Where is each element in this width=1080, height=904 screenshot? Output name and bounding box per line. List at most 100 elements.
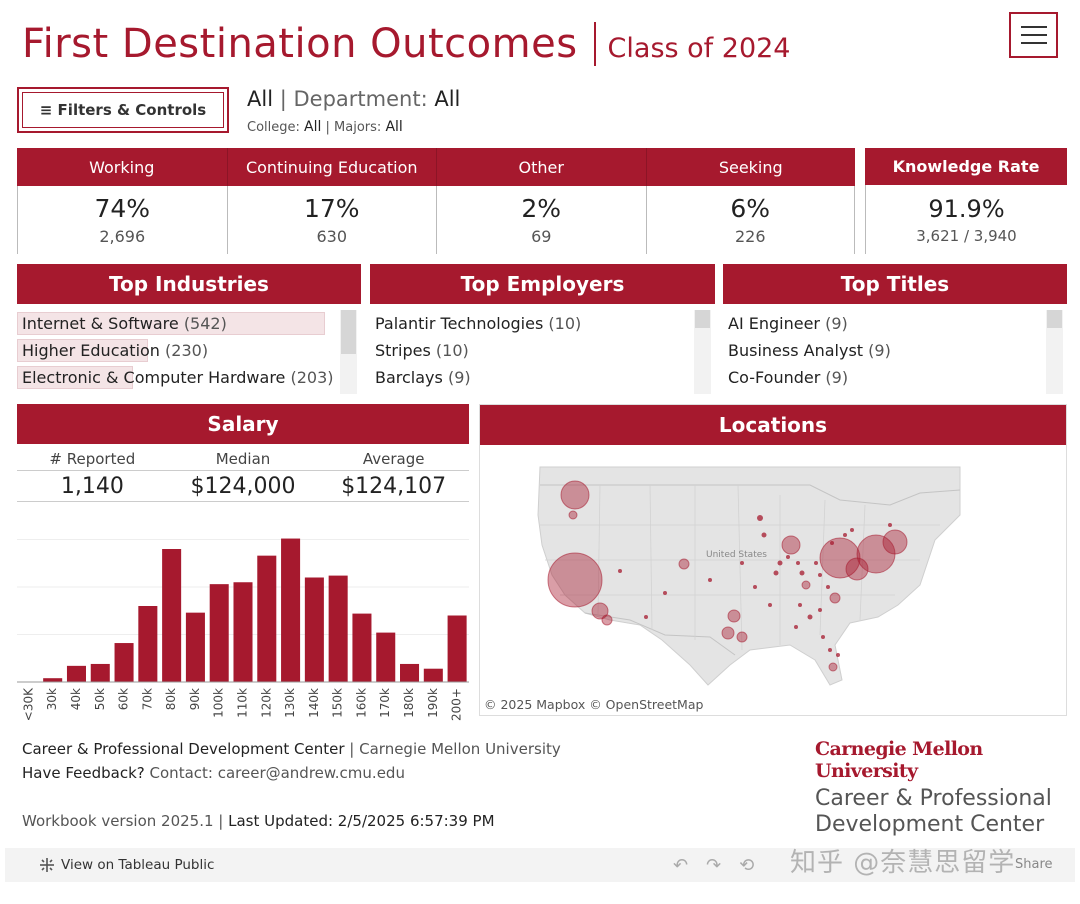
location-bubble <box>678 558 690 570</box>
salary-tick-label: 110k <box>236 688 250 718</box>
kpi-seeking[interactable]: Seeking 6% 226 <box>645 148 855 254</box>
university-name: Carnegie Mellon University <box>359 740 561 758</box>
kpi-percent: 2% <box>521 194 562 223</box>
last-updated: Last Updated: 2/5/2025 6:57:39 PM <box>228 812 495 830</box>
salary-bar-100k[interactable] <box>209 584 229 682</box>
tableau-icon <box>40 858 54 872</box>
item-count: (9) <box>825 368 849 387</box>
kpi-knowledge-rate: Knowledge Rate 91.9% 3,621 / 3,940 <box>865 148 1067 254</box>
watermark: 知乎 @奈慧思留学 <box>790 848 1016 878</box>
salary-bar-70k[interactable] <box>138 606 158 682</box>
undo-icon[interactable]: ↶ <box>673 854 689 876</box>
salary-bar-150k[interactable] <box>328 575 348 682</box>
industry-bar <box>17 339 148 362</box>
location-bubble <box>721 626 735 640</box>
salary-tick-label: 190k <box>426 688 440 718</box>
average-label: Average <box>318 450 470 471</box>
hamburger-menu-icon[interactable] <box>1009 12 1058 58</box>
list-item[interactable]: Stripes (10) <box>370 337 715 364</box>
salary-bar-190k[interactable] <box>423 668 443 682</box>
salary-bar-80k[interactable] <box>162 549 182 682</box>
footer-info: Career & Professional Development Center… <box>22 740 561 782</box>
top-titles-panel: Top Titles AI Engineer (9) Business Anal… <box>723 264 1067 394</box>
kpi-working[interactable]: Working 74% 2,696 <box>17 148 227 254</box>
reported-label: # Reported <box>17 450 168 471</box>
majors-value: All <box>385 119 403 135</box>
filter-all-value: All <box>247 87 274 111</box>
location-dot <box>768 603 772 607</box>
salary-tick-label: 120k <box>259 688 273 718</box>
locations-map[interactable]: United States <box>480 445 1066 715</box>
top-industries-panel: Top Industries Internet & Software (542)… <box>17 264 361 394</box>
salary-bar-180k[interactable] <box>400 663 420 682</box>
location-bubble <box>591 602 609 620</box>
location-dot <box>773 570 779 576</box>
item-count: (203) <box>290 368 334 387</box>
list-item[interactable]: Palantir Technologies (10) <box>370 310 715 337</box>
department-value: All <box>434 87 461 111</box>
location-dot <box>798 603 802 607</box>
list-item[interactable]: Co-Founder (9) <box>723 364 1067 391</box>
list-item[interactable]: Internet & Software (542) <box>17 310 361 337</box>
filters-controls-button[interactable]: ≡ Filters & Controls <box>17 87 229 133</box>
location-dot <box>821 635 825 639</box>
kpi-continuing-education[interactable]: Continuing Education 17% 630 <box>226 148 436 254</box>
knowledge-rate-label: Knowledge Rate <box>865 148 1067 185</box>
location-dot <box>807 614 813 620</box>
redo-icon[interactable]: ↷ <box>706 854 722 876</box>
scrollbar[interactable] <box>694 310 711 394</box>
filter-sub-summary: College: All | Majors: All <box>247 119 403 135</box>
list-item[interactable]: AI Engineer (9) <box>723 310 1067 337</box>
list-item[interactable]: Electronic & Computer Hardware (203) <box>17 364 361 391</box>
salary-bar-200+[interactable] <box>447 615 467 683</box>
view-on-tableau-link[interactable]: View on Tableau Public <box>39 857 214 873</box>
item-count: (10) <box>548 314 582 333</box>
workbook-version: Workbook version 2025.1 <box>22 812 214 830</box>
map-land <box>537 466 961 686</box>
salary-bar-50k[interactable] <box>90 663 110 682</box>
map-credit: © 2025 Mapbox © OpenStreetMap <box>484 697 704 712</box>
item-count: (9) <box>868 341 891 360</box>
filters-button-label: ≡ Filters & Controls <box>22 92 224 128</box>
list-item[interactable]: Barclays (9) <box>370 364 715 391</box>
kpi-label: Other <box>436 148 646 186</box>
top-industries-list: Internet & Software (542) Higher Educati… <box>17 304 361 394</box>
location-dot <box>799 570 805 576</box>
salary-tick-label: 30k <box>45 688 59 710</box>
salary-tick-label: 150k <box>331 688 345 718</box>
location-dot <box>888 523 892 527</box>
salary-bar-140k[interactable] <box>304 577 324 683</box>
map-canada-border <box>540 484 961 506</box>
item-name: AI Engineer <box>728 314 821 333</box>
version-info: Workbook version 2025.1 | Last Updated: … <box>22 812 495 830</box>
item-count: (10) <box>435 341 469 360</box>
salary-bar-120k[interactable] <box>257 555 277 682</box>
location-bubble <box>801 580 811 590</box>
location-dot <box>644 615 648 619</box>
salary-bar-160k[interactable] <box>352 613 372 682</box>
map-mexico-border <box>584 612 736 656</box>
location-bubble <box>736 631 748 643</box>
salary-bar-60k[interactable] <box>114 643 134 682</box>
location-dot <box>740 561 744 565</box>
feedback-contact-link[interactable]: Contact: career@andrew.cmu.edu <box>149 764 405 782</box>
top-employers-list: Palantir Technologies (10) Stripes (10) … <box>370 304 715 394</box>
salary-bar-30k[interactable] <box>43 678 63 682</box>
salary-bar-90k[interactable] <box>185 612 205 682</box>
item-count: (9) <box>825 314 848 333</box>
kpi-other[interactable]: Other 2% 69 <box>436 148 646 254</box>
department-label: Department: <box>293 87 428 111</box>
list-item[interactable]: Business Analyst (9) <box>723 337 1067 364</box>
top-industries-title: Top Industries <box>17 264 361 304</box>
salary-bar-170k[interactable] <box>376 632 396 682</box>
location-dot <box>826 585 830 589</box>
share-button[interactable]: Share <box>1015 857 1053 872</box>
scrollbar[interactable] <box>340 310 357 394</box>
location-bubble <box>560 480 590 510</box>
salary-bar-130k[interactable] <box>281 538 301 682</box>
scrollbar[interactable] <box>1046 310 1063 394</box>
revert-icon[interactable]: ⟲ <box>739 854 755 876</box>
salary-bar-110k[interactable] <box>233 582 253 682</box>
list-item[interactable]: Higher Education (230) <box>17 337 361 364</box>
salary-bar-40k[interactable] <box>66 665 86 682</box>
